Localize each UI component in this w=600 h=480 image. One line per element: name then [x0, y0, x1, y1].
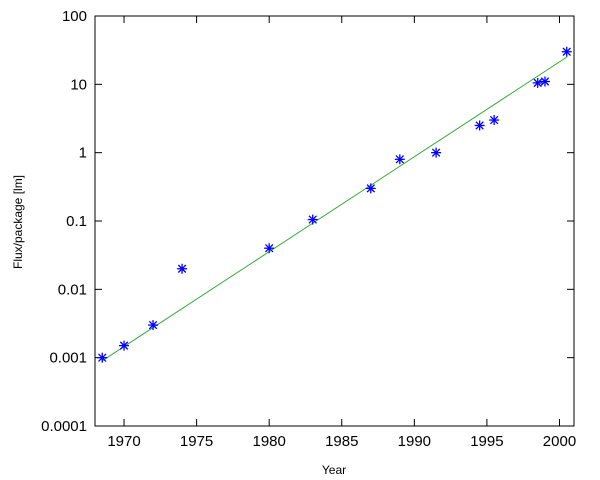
- y-tick-label: 0.001: [49, 350, 87, 367]
- x-tick-label: 1980: [252, 433, 285, 450]
- asterisk-marker-stroke: [177, 264, 187, 273]
- x-tick-label: 1990: [398, 433, 431, 450]
- asterisk-marker-stroke: [533, 78, 542, 88]
- y-axis-label: Flux/package [lm]: [11, 175, 25, 269]
- data-point: [264, 243, 275, 254]
- data-point: [365, 183, 376, 194]
- data-point: [97, 352, 108, 363]
- plot-frame-group: [94, 15, 575, 427]
- y-tick-label: 100: [62, 8, 87, 25]
- data-point: [539, 76, 550, 87]
- data-point: [489, 115, 500, 126]
- data-series: [97, 46, 572, 363]
- asterisk-marker-stroke: [475, 121, 484, 130]
- data-point: [148, 320, 159, 331]
- x-tick-label: 2000: [543, 433, 576, 450]
- data-point: [394, 154, 405, 165]
- data-point: [119, 340, 130, 351]
- data-point: [561, 46, 572, 57]
- asterisk-marker-stroke: [431, 148, 441, 157]
- asterisk-marker-stroke: [98, 353, 107, 362]
- y-tick-label: 0.01: [58, 281, 87, 298]
- asterisk-marker-stroke: [366, 184, 375, 193]
- y-tick-label: 0.0001: [41, 418, 87, 435]
- y-axis: 0.0001 0.001 0.01 0.1 1 10 100: [41, 8, 574, 435]
- data-point: [431, 147, 442, 158]
- asterisk-marker-stroke: [562, 47, 571, 56]
- x-tick-label: 1985: [325, 433, 358, 450]
- x-tick-label: 1995: [470, 433, 503, 450]
- y-tick-label: 10: [70, 76, 87, 93]
- data-point: [307, 214, 318, 225]
- plot-frame: [94, 15, 575, 427]
- data-point: [532, 77, 543, 88]
- asterisk-marker-stroke: [489, 115, 499, 125]
- asterisk-marker-stroke: [308, 215, 317, 224]
- x-axis: 1970 1975 1980 1985 1990 1995 2000: [107, 16, 576, 450]
- trend-line: [101, 56, 568, 362]
- y-tick-label: 0.1: [66, 213, 87, 230]
- asterisk-marker-stroke: [119, 341, 129, 350]
- x-tick-label: 1970: [107, 433, 140, 450]
- asterisk-marker-stroke: [148, 320, 158, 330]
- x-axis-label: Year: [322, 463, 346, 477]
- asterisk-marker-stroke: [264, 243, 274, 253]
- asterisk-marker-stroke: [540, 77, 550, 86]
- asterisk-marker-stroke: [395, 155, 405, 164]
- data-point: [177, 263, 188, 274]
- y-tick-label: 1: [79, 145, 87, 162]
- data-point: [474, 120, 485, 131]
- x-tick-label: 1975: [180, 433, 213, 450]
